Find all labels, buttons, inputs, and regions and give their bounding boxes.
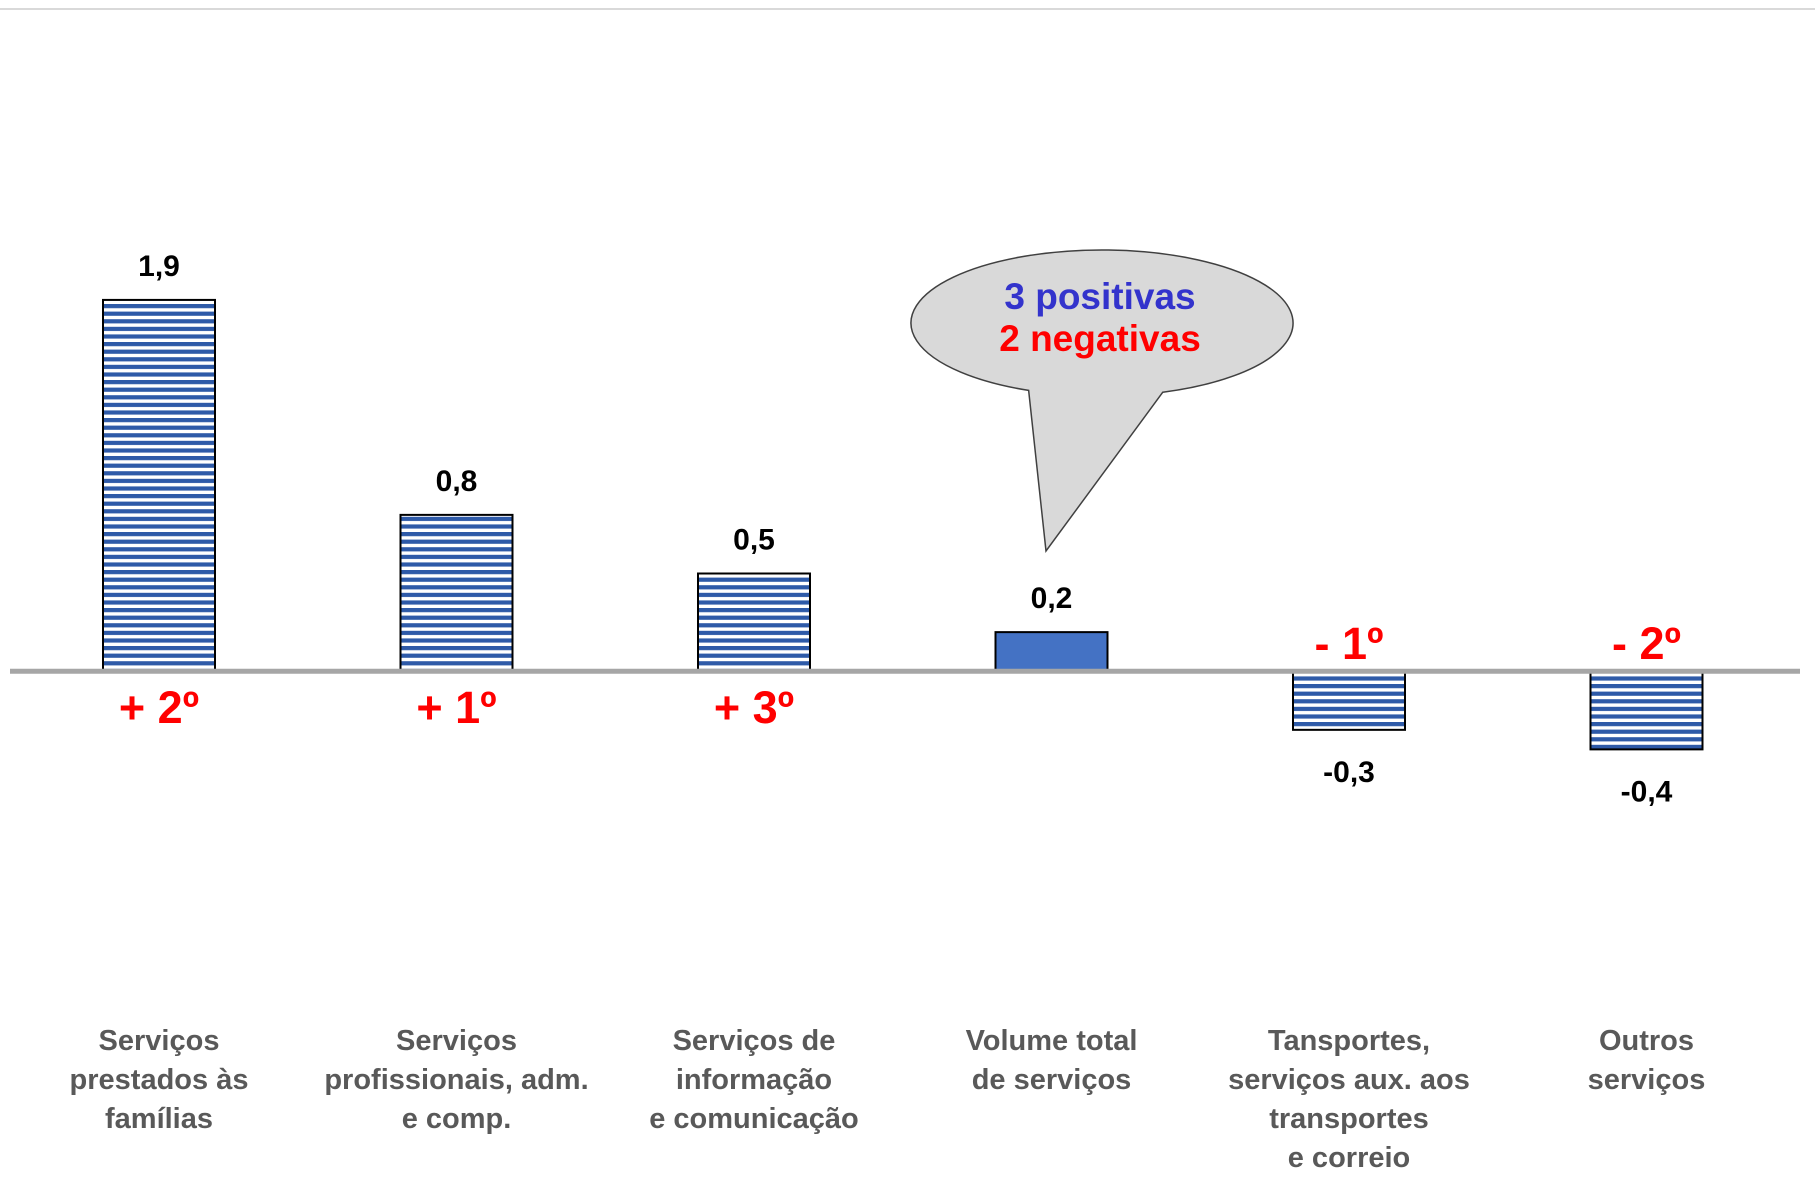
category-line: serviços aux. aos xyxy=(1228,1064,1470,1096)
category-line: prestados às xyxy=(70,1064,249,1096)
bar-5 xyxy=(1589,670,1704,751)
category-line: profissionais, adm. xyxy=(324,1064,588,1096)
bar-0 xyxy=(102,298,216,673)
category-line: Serviços xyxy=(396,1025,517,1057)
category-line: Serviços de xyxy=(673,1025,836,1057)
value-label-0: 1,9 xyxy=(138,250,180,283)
bar-3 xyxy=(994,631,1109,673)
bar-4 xyxy=(1292,670,1406,731)
bar-2 xyxy=(697,572,811,673)
value-label-3: 0,2 xyxy=(1031,582,1073,615)
category-label-5: Outros serviços xyxy=(1588,1025,1706,1096)
category-line: e comp. xyxy=(402,1103,512,1135)
callout-negative-text: 2 negativas xyxy=(999,318,1201,359)
rank-label-2: + 3º xyxy=(714,682,794,733)
category-line: informação xyxy=(676,1064,832,1096)
bars-layer xyxy=(102,298,1704,751)
callout-positive-text: 3 positivas xyxy=(1004,276,1195,317)
value-label-5: -0,4 xyxy=(1621,775,1673,808)
category-label-4: Tansportes, serviços aux. aos transportes e… xyxy=(1228,1025,1470,1174)
bar-1 xyxy=(399,513,514,673)
category-line: Outros xyxy=(1599,1025,1694,1057)
category-line: Volume total xyxy=(966,1025,1138,1057)
category-line: famílias xyxy=(105,1103,213,1135)
value-label-2: 0,5 xyxy=(733,524,775,557)
callout-shape xyxy=(910,249,1294,553)
callout-bubble: 3 positivas 2 negativas xyxy=(910,249,1294,553)
category-label-2: Serviços de informação e comunicação xyxy=(649,1025,859,1135)
labels-layer: 1,9 + 2º Serviços prestados às famílias 0,8 + … xyxy=(70,250,1706,1174)
category-line: Tansportes, xyxy=(1268,1025,1430,1057)
value-label-1: 0,8 xyxy=(436,465,478,498)
category-line: e comunicação xyxy=(649,1103,859,1135)
rank-label-1: + 1º xyxy=(416,682,496,733)
value-label-4: -0,3 xyxy=(1323,756,1375,789)
rank-label-0: + 2º xyxy=(119,682,199,733)
rank-label-5: - 2º xyxy=(1612,618,1681,669)
category-label-0: Serviços prestados às famílias xyxy=(70,1025,249,1135)
category-line: Serviços xyxy=(99,1025,220,1057)
category-line: de serviços xyxy=(972,1064,1132,1096)
rank-label-4: - 1º xyxy=(1315,618,1384,669)
category-label-3: Volume total de serviços xyxy=(966,1025,1138,1096)
category-label-1: Serviços profissionais, adm. e comp. xyxy=(324,1025,588,1135)
category-line: transportes xyxy=(1269,1103,1429,1135)
category-line: serviços xyxy=(1588,1064,1706,1096)
category-line: e correio xyxy=(1288,1142,1411,1174)
